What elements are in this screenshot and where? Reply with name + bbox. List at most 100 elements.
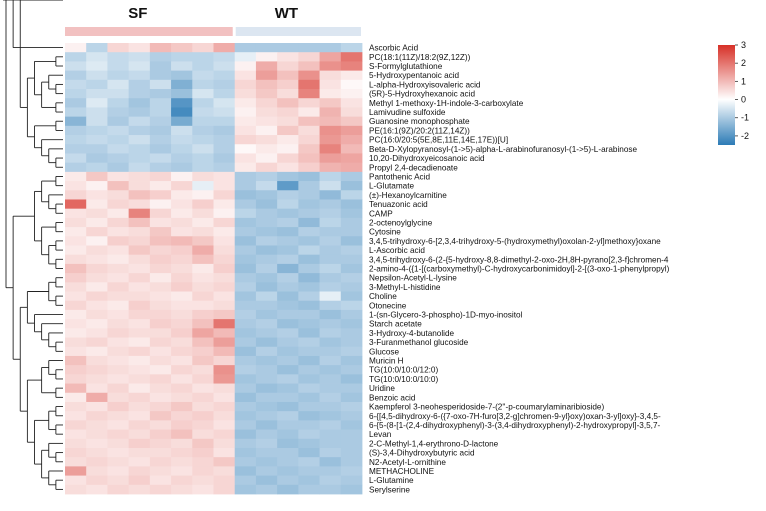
heatmap-cell	[213, 245, 236, 256]
heatmap-cell	[277, 171, 299, 182]
heatmap-cell	[86, 107, 108, 118]
heatmap-cell	[213, 254, 236, 265]
heatmap-cell	[171, 254, 193, 265]
heatmap-cell	[277, 337, 299, 348]
heatmap-cell	[319, 374, 342, 384]
heatmap-cell	[319, 107, 342, 118]
heatmap-cell	[128, 263, 151, 274]
heatmap-cell	[255, 190, 278, 200]
heatmap-cell	[298, 447, 320, 458]
heatmap-cell	[86, 291, 108, 302]
row-label: Benzoic acid	[369, 393, 416, 402]
heatmap-cell	[65, 98, 87, 108]
heatmap-cell	[213, 346, 236, 357]
heatmap-cell	[234, 429, 257, 440]
heatmap-cell	[149, 401, 172, 412]
heatmap-cell	[107, 199, 130, 210]
heatmap-cell	[192, 447, 214, 458]
heatmap-cell	[86, 52, 108, 62]
heatmap-cell	[149, 70, 172, 81]
heatmap-cell	[277, 411, 299, 421]
heatmap-cell	[65, 475, 87, 486]
heatmap-cell	[149, 383, 172, 394]
heatmap-cell	[213, 392, 236, 403]
heatmap-cell	[340, 89, 363, 99]
heatmap-cell	[213, 337, 236, 348]
heatmap-cell	[298, 319, 320, 329]
row-label: TG(10:0/10:0/10:0)	[369, 375, 438, 384]
row-label: L-Ascorbic acid	[369, 246, 425, 255]
heatmap-cell	[65, 411, 87, 421]
heatmap-cell	[171, 447, 193, 458]
heatmap-cell	[298, 429, 320, 440]
heatmap-cell	[128, 273, 151, 283]
heatmap-cell	[213, 263, 236, 274]
heatmap-cell	[149, 116, 172, 127]
heatmap-cell	[298, 273, 320, 283]
heatmap-cell	[192, 291, 214, 302]
heatmap-cell	[65, 401, 87, 412]
heatmap-cell	[192, 190, 214, 200]
heatmap-cell	[128, 291, 151, 302]
heatmap-cell	[86, 79, 108, 90]
row-label: Ascorbic Acid	[369, 44, 419, 53]
heatmap-cell	[107, 273, 130, 283]
heatmap-cell	[340, 319, 363, 329]
heatmap-cell	[65, 392, 87, 403]
group-label-wt: WT	[275, 5, 298, 22]
heatmap-cell	[107, 98, 130, 108]
heatmap-cell	[319, 401, 342, 412]
heatmap-cell	[298, 328, 320, 338]
row-label: L-Glutamine	[369, 476, 414, 485]
heatmap-cell	[192, 135, 214, 145]
heatmap-cell	[128, 374, 151, 384]
heatmap-cell	[319, 153, 342, 164]
heatmap-cell	[234, 300, 257, 311]
heatmap-cell	[128, 144, 151, 154]
heatmap-cell	[86, 438, 108, 449]
heatmap-cell	[319, 365, 342, 375]
heatmap-cell	[213, 365, 236, 375]
heatmap-cell	[149, 466, 172, 476]
heatmap-cell	[234, 282, 257, 292]
heatmap-cell	[65, 125, 87, 136]
heatmap-cell	[319, 162, 342, 173]
heatmap-cell	[319, 291, 342, 302]
heatmap-cell	[171, 135, 193, 145]
heatmap-cell	[65, 135, 87, 145]
heatmap-cell	[277, 135, 299, 145]
heatmap-cell	[234, 291, 257, 302]
heatmap-cell	[65, 263, 87, 274]
heatmap-cell	[128, 199, 151, 210]
heatmap-cell	[65, 429, 87, 440]
heatmap-cell	[340, 144, 363, 154]
heatmap-cell	[171, 245, 193, 256]
heatmap-cell	[277, 254, 299, 265]
heatmap-cell	[149, 300, 172, 311]
heatmap-cell	[128, 392, 151, 403]
row-label: 3-Hydroxy-4-butanolide	[369, 329, 455, 338]
heatmap-cell	[340, 383, 363, 394]
heatmap-cell	[298, 282, 320, 292]
heatmap-cell	[319, 355, 342, 366]
heatmap-cell	[171, 89, 193, 99]
heatmap-cell	[319, 144, 342, 154]
heatmap-cell	[277, 355, 299, 366]
heatmap-cell	[86, 447, 108, 458]
heatmap-cell	[255, 144, 278, 154]
heatmap-cell	[192, 263, 214, 274]
heatmap-cell	[86, 263, 108, 274]
heatmap-cell	[86, 273, 108, 283]
heatmap-cell	[213, 190, 236, 200]
heatmap-cell	[319, 116, 342, 127]
heatmap-cell	[255, 52, 278, 62]
heatmap-cell	[149, 457, 172, 467]
heatmap-cell	[86, 208, 108, 219]
row-label: Guanosine monophosphate	[369, 117, 470, 126]
colorbar	[718, 45, 735, 145]
heatmap-cell	[255, 411, 278, 421]
heatmap-cell	[171, 227, 193, 237]
heatmap-cell	[213, 374, 236, 384]
heatmap-cell	[149, 245, 172, 256]
heatmap-cell	[213, 319, 236, 329]
